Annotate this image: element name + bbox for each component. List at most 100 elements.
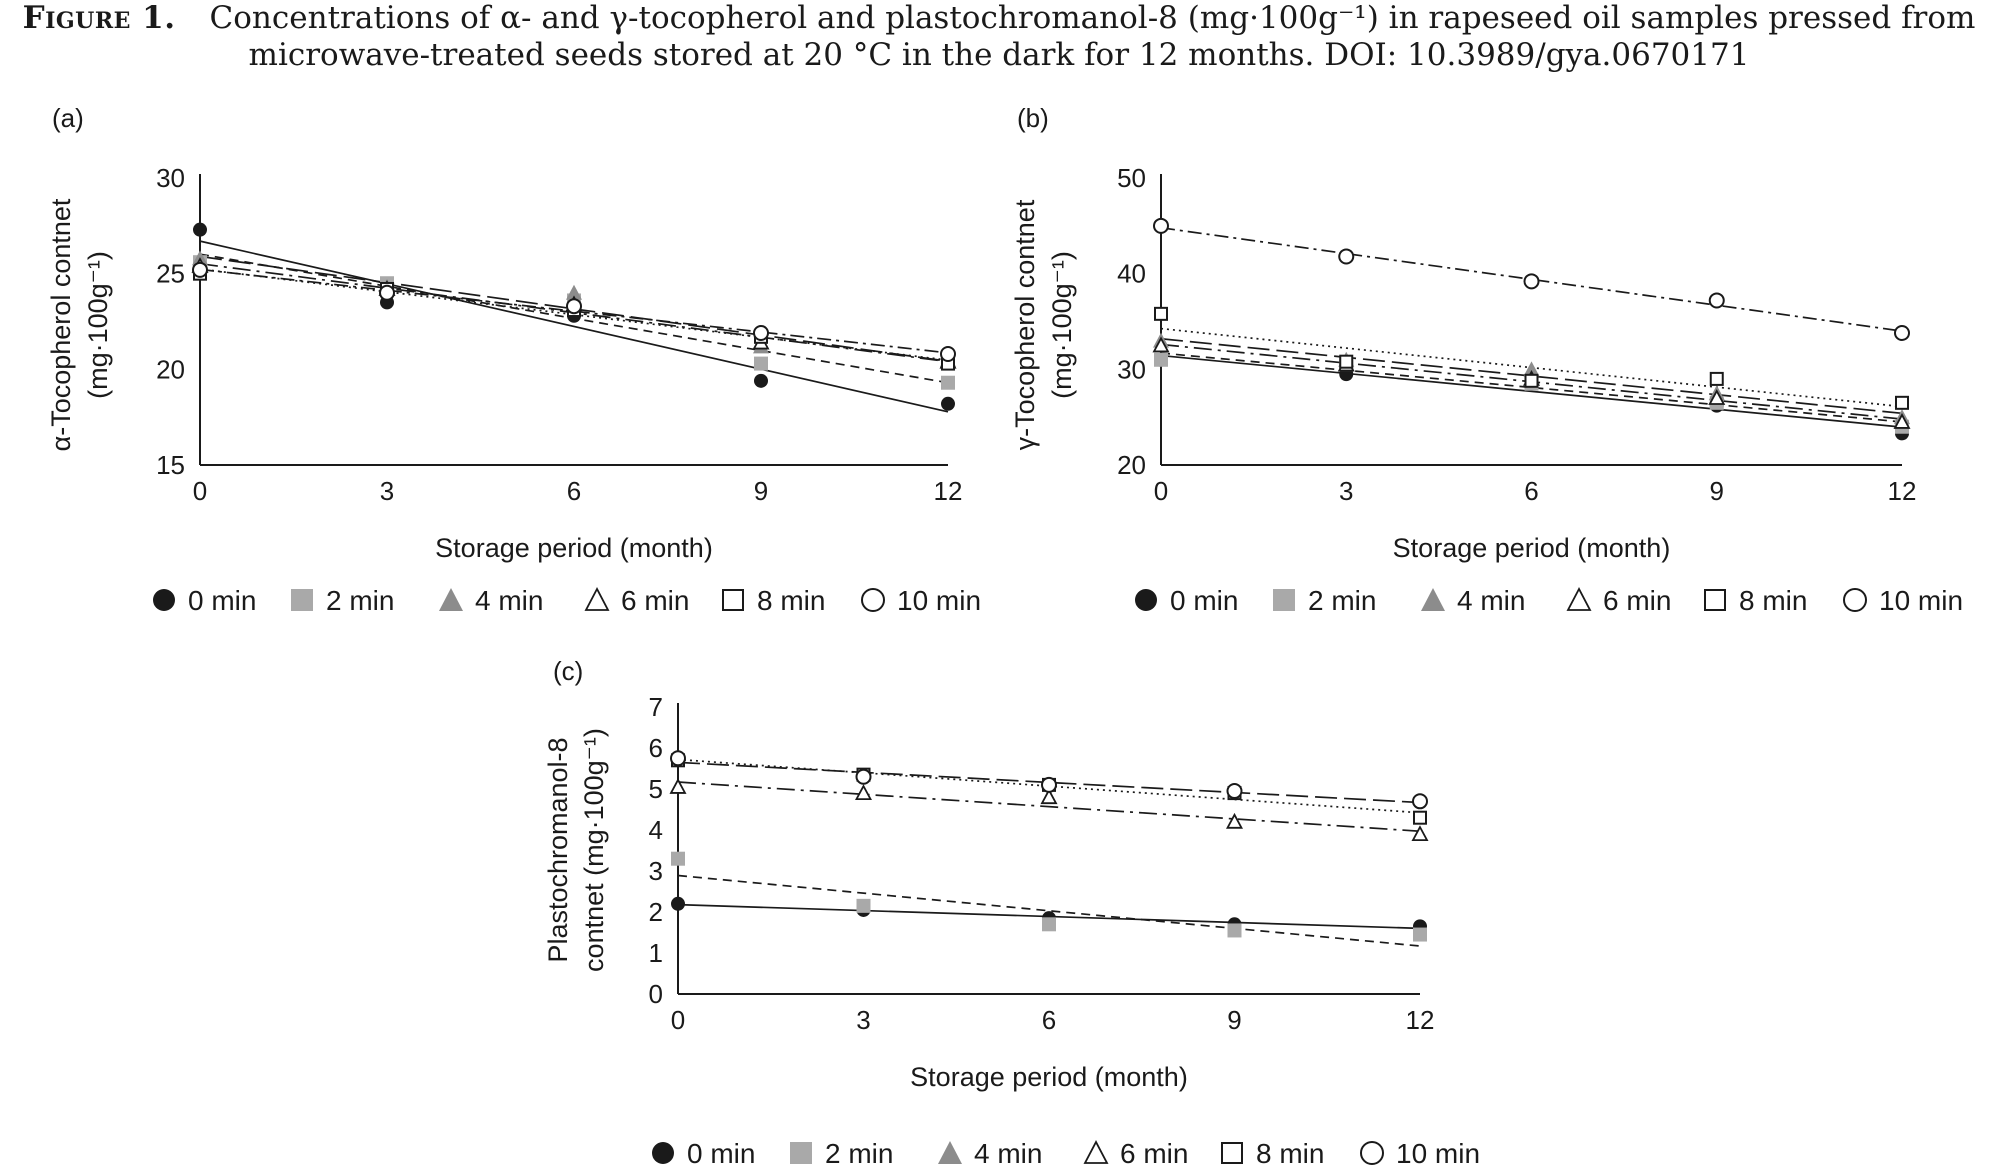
x-tick-label: 9 (1710, 476, 1724, 506)
data-point-2-min (856, 898, 871, 913)
data-point-2-min (671, 851, 685, 866)
data-point-8-min (1339, 354, 1354, 369)
data-point-6-min (1708, 389, 1726, 405)
y-axis-title-line-1: Plastochromanol-8 (543, 737, 573, 962)
y-axis-title-line-2: (mg·100g⁻¹) (83, 251, 113, 399)
data-point-10-min (566, 298, 582, 315)
y-tick-label: 20 (1117, 450, 1146, 480)
legend-marker (790, 1142, 812, 1164)
legend-marker (153, 589, 175, 611)
legend-marker (1843, 588, 1867, 612)
y-tick-label: 4 (649, 815, 663, 845)
data-point-6-min (1040, 788, 1058, 805)
y-tick-label: 20 (156, 354, 185, 384)
data-point-6-min (1411, 825, 1429, 841)
legend-label: 10 min (897, 585, 981, 616)
y-tick-label: 6 (649, 733, 663, 763)
legend-2: 0 min 2 min 4 min 6 min 8 min 10 min (1135, 585, 1963, 616)
caption-lead: Figure 1. (22, 0, 176, 36)
legend-marker (722, 589, 744, 611)
data-point-10-min (379, 284, 395, 301)
data-point-2-min (1042, 917, 1056, 932)
legend-label: 4 min (1457, 585, 1525, 616)
legend-marker (1704, 589, 1726, 611)
data-point-6-min (1152, 336, 1170, 353)
y-tick-label: 2 (649, 897, 663, 927)
data-point-0-min (193, 222, 207, 237)
legend-label: 2 min (326, 585, 394, 616)
legend-label: 2 min (1308, 585, 1376, 616)
data-point-10-min (1523, 273, 1540, 290)
x-tick-label: 12 (1406, 1005, 1435, 1035)
x-tick-label: 6 (1524, 476, 1538, 506)
data-point-10-min (855, 768, 872, 785)
x-tick-label: 9 (754, 476, 768, 506)
legend-label: 8 min (1256, 1138, 1324, 1169)
legend-marker (1360, 1141, 1384, 1165)
x-axis-title: Storage period (month) (435, 533, 713, 563)
y-tick-label: 0 (649, 979, 663, 1009)
x-tick-label: 6 (567, 476, 581, 506)
data-point-6-min (1225, 812, 1244, 829)
data-point-6-min (669, 778, 687, 794)
legend-label: 0 min (687, 1138, 755, 1169)
trendline-0-min (1160, 354, 1903, 428)
y-axis-title-line-2: (mg·100g⁻¹) (1047, 251, 1077, 399)
legend-marker (1566, 587, 1592, 611)
y-tick-label: 30 (1117, 354, 1146, 384)
data-point-2-min (1413, 927, 1427, 942)
data-point-10-min (1412, 793, 1428, 810)
trendline-2-min (677, 874, 1421, 947)
data-point-2-min (1227, 923, 1242, 938)
panel-label: (b) (1017, 103, 1049, 133)
y-tick-label: 15 (156, 450, 185, 480)
y-tick-label: 5 (649, 774, 663, 804)
legend-label: 4 min (974, 1138, 1042, 1169)
figure-caption: Figure 1. Concentrations of α- and γ-toco… (0, 0, 1998, 74)
legend-label: 4 min (475, 585, 543, 616)
legend-1: 0 min 2 min 4 min 6 min 8 min 10 min (153, 585, 981, 616)
data-point-10-min (940, 346, 956, 363)
y-tick-label: 7 (649, 692, 663, 722)
legend-label: 8 min (757, 585, 825, 616)
y-tick-label: 50 (1117, 163, 1146, 193)
legend-label: 10 min (1879, 585, 1963, 616)
x-tick-label: 3 (1339, 476, 1353, 506)
legend-label: 6 min (1120, 1138, 1188, 1169)
trendline-4-min (1160, 337, 1903, 415)
data-point-8-min (1895, 395, 1909, 410)
legend-marker (861, 588, 885, 612)
legend-label: 0 min (1170, 585, 1238, 616)
x-axis-title: Storage period (month) (910, 1062, 1188, 1092)
data-point-10-min (1226, 783, 1243, 800)
trendline-10-min (199, 268, 949, 354)
data-point-0-min (754, 373, 768, 388)
legend-label: 2 min (825, 1138, 893, 1169)
legend-label: 0 min (188, 585, 256, 616)
legend-label: 6 min (621, 585, 689, 616)
x-tick-label: 0 (193, 476, 207, 506)
legend-marker (439, 588, 463, 611)
data-point-10-min (1894, 324, 1910, 341)
data-point-4-min (566, 284, 582, 300)
legend-marker (291, 589, 313, 611)
legend-marker (1221, 1142, 1243, 1164)
y-tick-label: 1 (649, 938, 663, 968)
legend-label: 6 min (1603, 585, 1671, 616)
legend-marker (938, 1141, 962, 1164)
data-point-0-min (671, 896, 685, 911)
legend-marker (1083, 1140, 1109, 1164)
caption-line-2: microwave-treated seeds stored at 20 °C … (248, 37, 1750, 73)
data-point-10-min (1708, 292, 1725, 309)
legend-label: 8 min (1739, 585, 1807, 616)
caption-text-1: Concentrations of α- and γ-tocopherol an… (209, 0, 1976, 36)
legend-marker (584, 587, 610, 611)
x-tick-label: 12 (934, 476, 963, 506)
panel-label: (c) (553, 656, 583, 686)
data-point-10-min (753, 324, 769, 341)
data-point-10-min (192, 261, 208, 278)
x-tick-label: 9 (1227, 1005, 1241, 1035)
legend-marker (1135, 589, 1157, 611)
